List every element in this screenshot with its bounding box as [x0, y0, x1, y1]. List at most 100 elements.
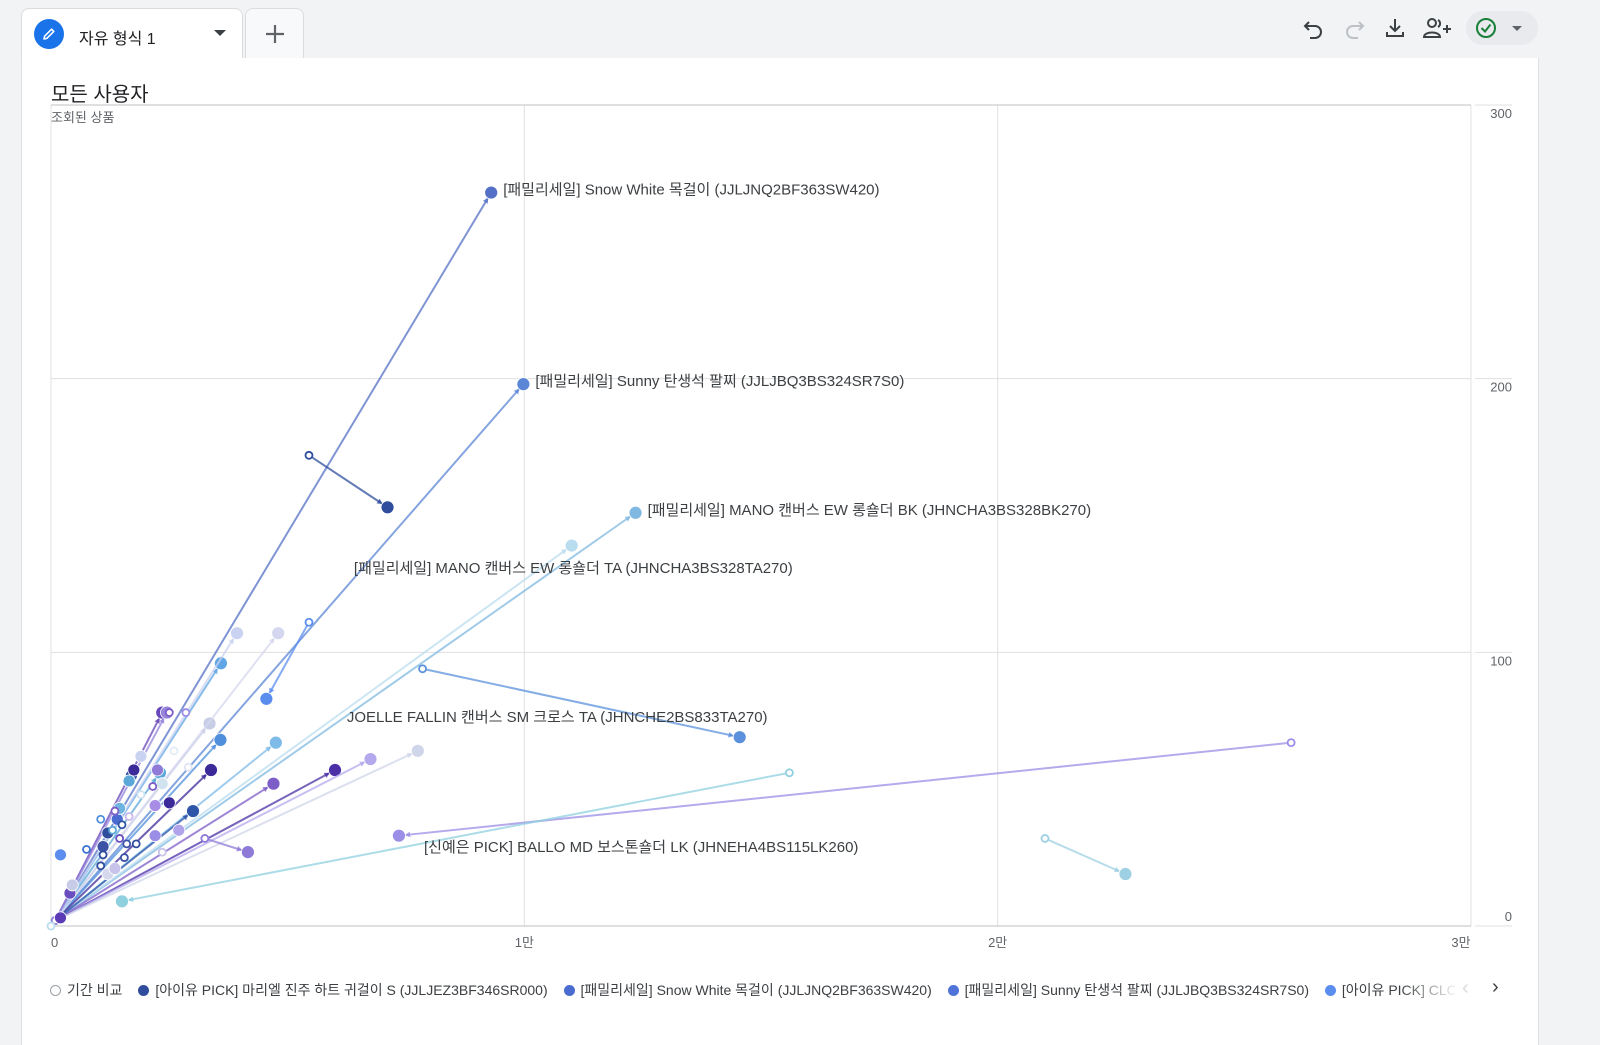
series-mark [418, 664, 747, 745]
comparison-line [422, 667, 740, 739]
arrow-head [159, 717, 165, 724]
legend-label: [패밀리세일] Snow White 목걸이 (JJLJNQ2BF363SW42… [580, 982, 932, 998]
arrow-head [513, 388, 520, 395]
comparison-line [54, 544, 573, 922]
x-tick-label: 2만 [988, 935, 1007, 950]
tab-bar: 자유 형식 1 [0, 0, 1600, 58]
series-mark [259, 617, 314, 706]
tab-freeform-1[interactable]: 자유 형식 1 [21, 8, 243, 58]
series-mark [1040, 834, 1133, 881]
previous-period-point [169, 746, 179, 756]
previous-period-point [108, 825, 117, 835]
comparison-line [54, 511, 637, 922]
grid [50, 104, 1512, 927]
current-period-point [268, 735, 283, 750]
previous-period-point [148, 782, 158, 791]
share-users-button[interactable] [1419, 10, 1455, 46]
arrow-head [560, 549, 567, 555]
current-period-point [516, 377, 531, 392]
current-period-point [391, 828, 406, 843]
arrow-head [265, 746, 272, 752]
previous-period-point [124, 812, 134, 821]
current-period-point [363, 752, 378, 766]
current-period-point [148, 799, 162, 812]
current-period-point [134, 749, 148, 763]
y-tick-label: 0 [1505, 909, 1512, 924]
add-tab-button[interactable] [245, 8, 304, 58]
previous-period-point [304, 617, 314, 627]
legend-swatch [563, 984, 575, 996]
arrow-head [210, 744, 217, 751]
arrow-head [151, 777, 157, 784]
download-button[interactable] [1377, 10, 1413, 46]
status-dropdown[interactable] [1466, 11, 1538, 45]
previous-period-point [183, 762, 193, 772]
tab-dropdown-caret-icon[interactable] [214, 30, 226, 36]
previous-period-point [164, 708, 174, 717]
y-tick-label: 300 [1490, 106, 1512, 121]
data-label: [패밀리세일] Sunny 탄생석 팔찌 (JJLJBQ3BS324SR7S0) [535, 373, 904, 390]
current-period-point [564, 538, 579, 553]
x-tick-label: 0 [51, 935, 58, 950]
current-period-point [266, 776, 281, 791]
current-period-point [65, 878, 79, 892]
legend-hollow-swatch [50, 984, 61, 996]
series-mark [50, 626, 286, 925]
comparison-line [121, 771, 790, 903]
pencil-icon [34, 19, 64, 49]
previous-period-point [200, 834, 210, 843]
redo-icon [1346, 21, 1365, 39]
arrow-head [376, 498, 383, 504]
legend-item-series[interactable]: [패밀리세일] Sunny 탄생석 팔찌 (JJLJBQ3BS324SR7S0) [947, 980, 1310, 1000]
legend-item-series[interactable]: [패밀리세일] Snow White 목걸이 (JJLJNQ2BF363SW42… [563, 980, 932, 1000]
series-mark [391, 738, 1296, 843]
legend-next-button[interactable]: › [1492, 976, 1499, 998]
current-period-point [54, 911, 67, 925]
x-tick-label: 3만 [1451, 935, 1470, 950]
arrow-head [359, 761, 366, 767]
arrow-head [200, 774, 207, 780]
arrow-head [262, 786, 269, 793]
undo-button[interactable] [1295, 10, 1331, 46]
arrow-head [323, 772, 330, 778]
comparison-line [54, 810, 194, 922]
undo-icon [1303, 21, 1322, 39]
legend-item-series[interactable]: [아이유 PICK] 마리엘 진주 하트 귀걸이 S (JJLJEZ3BF346… [138, 980, 548, 1000]
legend-label: [패밀리세일] Sunny 탄생석 팔찌 (JJLJBQ3BS324SR7S0) [964, 982, 1310, 998]
plus-icon [265, 24, 284, 43]
arrow-head [236, 845, 243, 852]
tab-label: 자유 형식 1 [79, 31, 156, 48]
arrow-head [127, 896, 134, 903]
current-period-point [410, 743, 425, 758]
previous-period-point [46, 921, 56, 931]
arrow-head [269, 637, 275, 644]
chart-title: 모든 사용자 [51, 84, 149, 106]
previous-period-point [1286, 738, 1296, 748]
y-tick-label: 200 [1490, 380, 1512, 395]
previous-period-point [157, 847, 167, 857]
legend-swatch [947, 984, 959, 996]
legend-prev-button[interactable]: ‹ [1462, 977, 1469, 999]
legend-swatch [1324, 984, 1336, 996]
chevron-down-icon [1512, 26, 1522, 31]
previous-period-point [96, 814, 106, 824]
legend-label: [아이유 PICK] 마리엘 진주 하트 귀걸이 S (JJLJEZ3BF346… [155, 982, 548, 998]
legend-swatch [138, 984, 150, 996]
comparison-line [54, 749, 419, 922]
previous-period-point [115, 834, 125, 843]
legend-item-period-comparison[interactable]: 기간 비교 [50, 980, 122, 1000]
data-label: [패밀리세일] MANO 캔버스 EW 롱숄더 TA (JHNCHA3BS328… [354, 560, 793, 577]
current-period-point [162, 796, 176, 810]
current-period-point [115, 894, 129, 909]
current-period-point [380, 500, 395, 515]
series-group [46, 185, 1296, 931]
current-period-point [108, 862, 122, 875]
data-label: JOELLE FALLIN 캔버스 SM 크로스 TA (JHNCHE2BS83… [347, 709, 768, 726]
redo-button[interactable] [1337, 10, 1373, 46]
legend: 기간 비교 [아이유 PICK] 마리엘 진주 하트 귀걸이 S (JJLJEZ… [50, 980, 1455, 1000]
share-users-icon [1422, 18, 1451, 38]
previous-period-point [304, 450, 314, 460]
chart-card [21, 58, 1539, 1045]
legend-fade [1400, 976, 1460, 1004]
